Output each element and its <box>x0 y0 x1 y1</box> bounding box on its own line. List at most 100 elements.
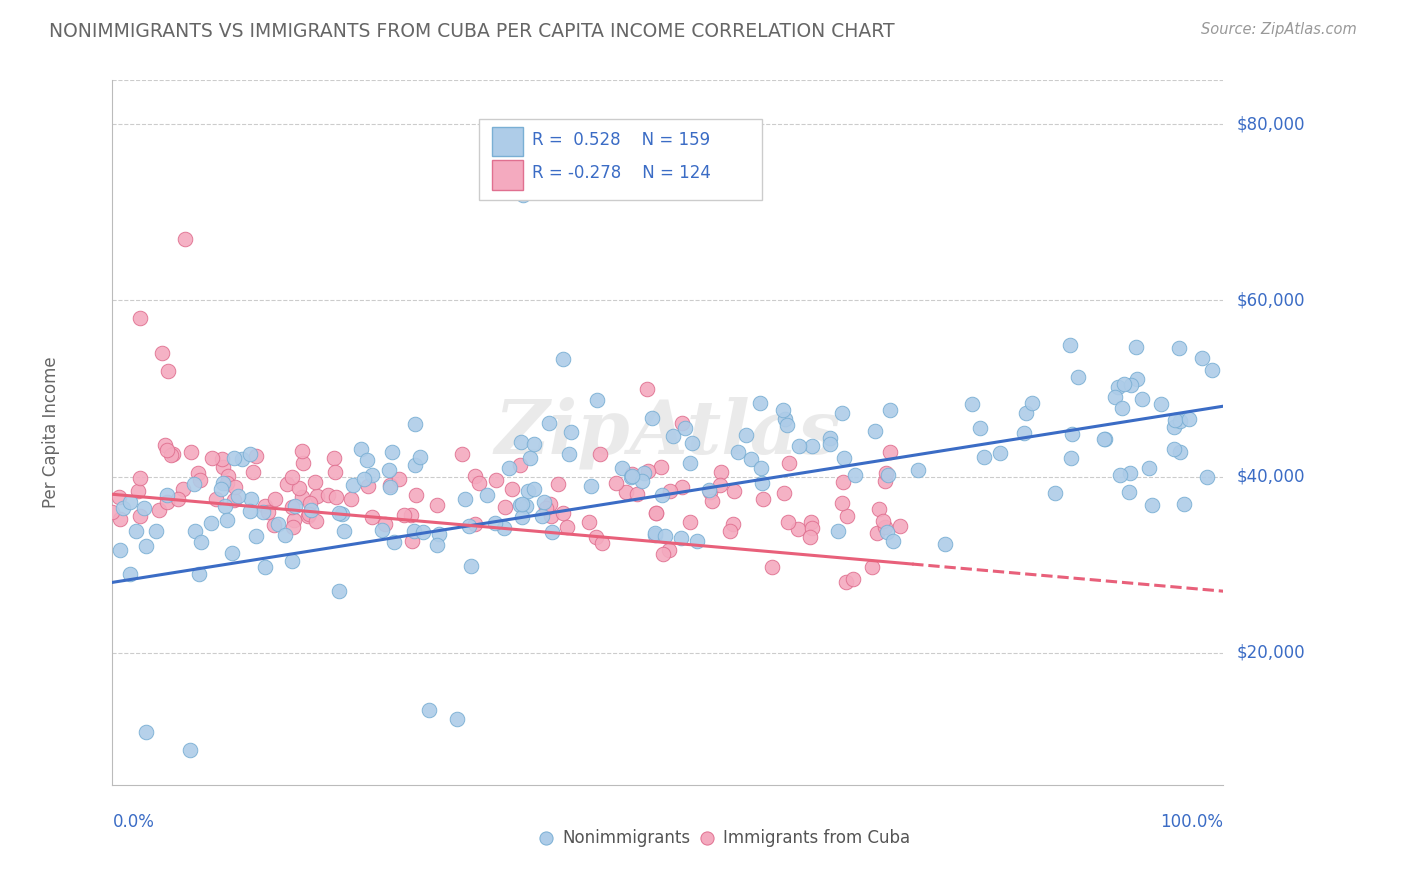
Point <box>214 500 236 514</box>
Text: $60,000: $60,000 <box>1237 292 1306 310</box>
Text: Per Capita Income: Per Capita Income <box>42 357 60 508</box>
Point <box>1137 461 1160 475</box>
Point <box>353 472 375 486</box>
Point <box>153 438 176 452</box>
Point <box>340 492 363 507</box>
Point <box>281 470 304 484</box>
Point <box>283 513 305 527</box>
Point <box>263 517 285 532</box>
Point <box>231 452 253 467</box>
Point <box>681 436 703 450</box>
Text: Nonimmigrants: Nonimmigrants <box>562 829 690 847</box>
Point <box>298 496 321 510</box>
Point <box>183 477 205 491</box>
Point <box>772 403 794 417</box>
Point <box>776 515 799 529</box>
Point <box>245 449 267 463</box>
Point <box>686 533 709 548</box>
Point <box>388 472 411 486</box>
Text: Source: ZipAtlas.com: Source: ZipAtlas.com <box>1201 22 1357 37</box>
Point <box>173 232 195 246</box>
Point <box>239 447 262 461</box>
Point <box>242 465 264 479</box>
Point <box>224 451 246 466</box>
Text: $20,000: $20,000 <box>1237 644 1306 662</box>
Point <box>1107 380 1129 394</box>
Point <box>501 482 523 496</box>
Point <box>224 480 246 494</box>
Point <box>540 524 562 539</box>
Point <box>644 525 666 540</box>
Point <box>404 417 426 431</box>
Point <box>112 500 135 515</box>
Point <box>127 483 149 498</box>
Point <box>401 533 423 548</box>
Point <box>652 547 675 561</box>
Point <box>468 475 491 490</box>
Point <box>342 478 364 492</box>
Point <box>283 520 305 534</box>
Text: Immigrants from Cuba: Immigrants from Cuba <box>724 829 911 847</box>
Point <box>723 484 745 499</box>
Point <box>1109 468 1132 483</box>
Point <box>773 412 796 426</box>
Point <box>907 463 929 477</box>
Point <box>378 480 401 494</box>
Point <box>187 466 209 480</box>
Point <box>873 475 896 489</box>
Point <box>866 525 889 540</box>
Point <box>801 438 824 452</box>
Point <box>172 482 194 496</box>
Point <box>673 421 696 435</box>
Point <box>101 505 124 519</box>
Point <box>201 451 224 466</box>
Point <box>801 521 824 535</box>
Point <box>585 531 607 545</box>
Point <box>661 429 683 443</box>
Point <box>630 475 652 489</box>
Point <box>1021 396 1043 410</box>
Point <box>254 500 277 514</box>
Point <box>827 524 849 538</box>
Text: ZipAtlas: ZipAtlas <box>495 396 841 469</box>
Point <box>644 527 666 541</box>
Point <box>404 458 426 472</box>
Point <box>477 488 499 502</box>
Point <box>156 495 179 509</box>
Point <box>973 450 995 464</box>
Point <box>148 503 170 517</box>
Point <box>831 475 853 490</box>
Point <box>640 411 662 425</box>
Point <box>381 444 404 458</box>
Point <box>426 499 449 513</box>
Point <box>484 516 506 530</box>
Point <box>776 418 799 433</box>
Point <box>1163 413 1185 427</box>
Point <box>510 497 533 511</box>
Point <box>591 536 613 550</box>
Point <box>860 560 883 574</box>
Text: 100.0%: 100.0% <box>1160 814 1223 831</box>
Point <box>679 456 702 470</box>
Point <box>328 584 350 599</box>
Point <box>323 465 346 479</box>
Point <box>1125 340 1147 354</box>
Point <box>128 471 150 485</box>
Point <box>1114 376 1136 391</box>
Point <box>547 477 569 491</box>
Point <box>610 460 633 475</box>
Point <box>264 492 287 507</box>
Point <box>1178 412 1201 426</box>
Point <box>787 439 810 453</box>
Point <box>226 489 249 503</box>
Point <box>297 509 319 524</box>
Point <box>751 475 773 490</box>
Point <box>129 311 152 326</box>
Point <box>751 491 773 506</box>
Point <box>882 534 904 549</box>
Point <box>1163 442 1185 457</box>
Point <box>614 485 637 500</box>
Point <box>221 546 243 560</box>
Point <box>307 489 329 503</box>
Point <box>1201 363 1223 377</box>
